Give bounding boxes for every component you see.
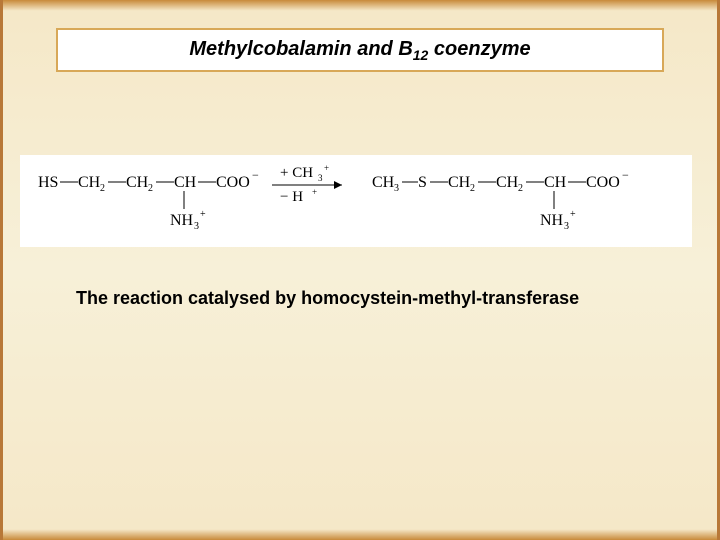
slide-title: Methylcobalamin and B12 coenzyme (189, 38, 530, 63)
left-NH: NH (170, 212, 194, 229)
arrow-top-charge: + (324, 163, 329, 173)
right-CH2-1: CH (448, 174, 471, 191)
left-CH2-2-sub: 2 (148, 183, 153, 194)
left-CH2-1-sub: 2 (100, 183, 105, 194)
title-prefix: Methylcobalamin and B (189, 38, 412, 60)
left-NH-charge: + (200, 209, 206, 220)
right-CH2-2-sub: 2 (518, 183, 523, 194)
left-COO-charge: − (252, 168, 259, 182)
right-CH2-1-sub: 2 (470, 183, 475, 194)
left-CH2-1: CH (78, 174, 101, 191)
right-COO-charge: − (622, 168, 629, 182)
title-box: Methylcobalamin and B12 coenzyme (56, 28, 664, 72)
title-subscript: 12 (413, 47, 429, 63)
left-COO: COO (216, 174, 250, 191)
right-CH3: CH (372, 174, 395, 191)
arrow-top-sub: 3 (318, 173, 323, 183)
right-COO: COO (586, 174, 620, 191)
right-NH: NH (540, 212, 564, 229)
left-HS: HS (38, 174, 58, 191)
slide-frame (0, 0, 720, 540)
arrow-top-label: + CH (280, 165, 313, 181)
title-suffix: coenzyme (428, 38, 530, 60)
right-NH-charge: + (570, 209, 576, 220)
reaction-diagram: HS CH 2 CH 2 CH COO − NH 3 + + CH 3 + − … (20, 155, 692, 247)
right-NH-sub: 3 (564, 221, 569, 232)
arrow-bottom-label: − H (280, 189, 303, 205)
left-CH2-2: CH (126, 174, 149, 191)
left-CH: CH (174, 174, 197, 191)
arrow-bottom-charge: + (312, 187, 317, 197)
reaction-caption: The reaction catalysed by homocystein-me… (76, 288, 579, 309)
right-S: S (418, 174, 427, 191)
right-CH: CH (544, 174, 567, 191)
reaction-panel: HS CH 2 CH 2 CH COO − NH 3 + + CH 3 + − … (20, 155, 692, 247)
right-CH2-2: CH (496, 174, 519, 191)
left-NH-sub: 3 (194, 221, 199, 232)
right-CH3-sub: 3 (394, 183, 399, 194)
arrow-head (334, 181, 342, 189)
